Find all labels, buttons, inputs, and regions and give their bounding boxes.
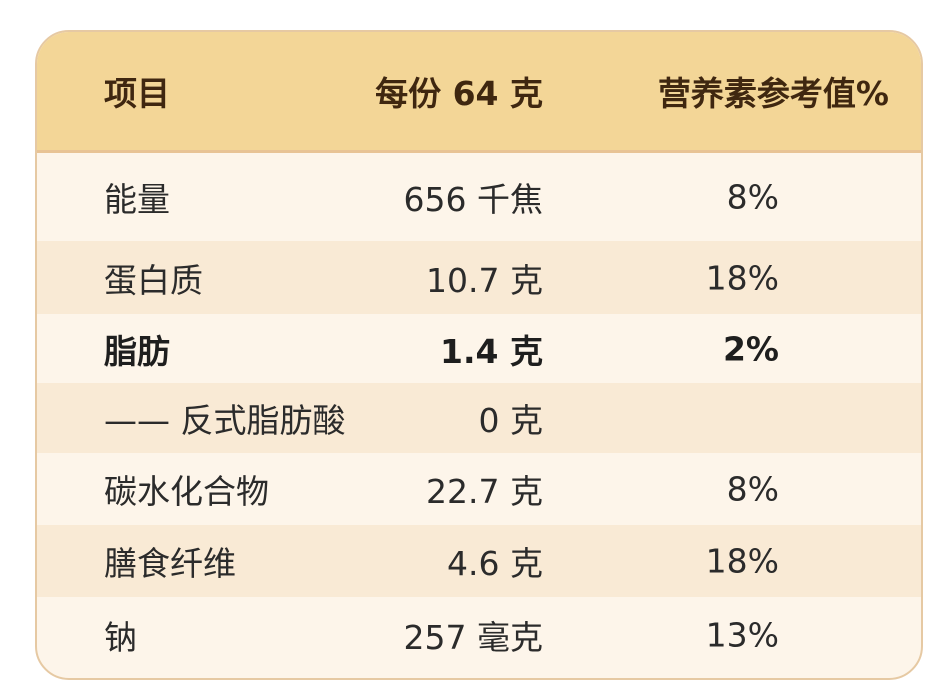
table-row: 钠 257 毫克 13% — [37, 597, 921, 673]
table-header: 项目 每份 64 克 营养素参考值% — [37, 32, 921, 153]
row-nrv: 8% — [726, 177, 779, 217]
nutrition-table: 项目 每份 64 克 营养素参考值% 能量 656 千焦 8% 蛋白质 10.7… — [35, 30, 923, 680]
header-per-serving: 每份 64 克 — [375, 74, 543, 113]
row-amount: 10.7 克 — [426, 260, 543, 300]
row-amount: 257 毫克 — [403, 618, 543, 657]
row-amount: 656 千焦 — [403, 180, 543, 219]
row-name: 钠 — [104, 618, 137, 657]
row-name: 能量 — [104, 180, 170, 219]
row-amount: 1.4 克 — [440, 331, 543, 371]
table-row: —— 反式脂肪酸 0 克 — [37, 383, 921, 453]
table-row: 碳水化合物 22.7 克 8% — [37, 453, 921, 525]
header-item: 项目 — [104, 74, 170, 113]
row-nrv: 13% — [705, 615, 779, 655]
row-nrv: 2% — [722, 329, 779, 368]
table-row: 蛋白质 10.7 克 18% — [37, 241, 921, 314]
row-amount: 22.7 克 — [426, 472, 543, 511]
row-amount: 0 克 — [478, 401, 544, 440]
row-nrv: 8% — [726, 469, 779, 509]
table-row: 脂肪 1.4 克 2% — [37, 314, 921, 383]
table-row: 膳食纤维 4.6 克 18% — [37, 525, 921, 597]
header-nrv: 营养素参考值% — [657, 74, 889, 113]
row-name: 碳水化合物 — [104, 472, 269, 511]
row-nrv: 18% — [705, 541, 779, 581]
row-nrv: 18% — [705, 258, 779, 297]
row-name: 膳食纤维 — [104, 544, 236, 583]
row-name: —— 反式脂肪酸 — [104, 401, 346, 440]
row-amount: 4.6 克 — [447, 544, 543, 583]
table-row: 能量 656 千焦 8% — [37, 153, 921, 241]
row-name: 蛋白质 — [104, 260, 203, 300]
row-name: 脂肪 — [104, 331, 170, 371]
